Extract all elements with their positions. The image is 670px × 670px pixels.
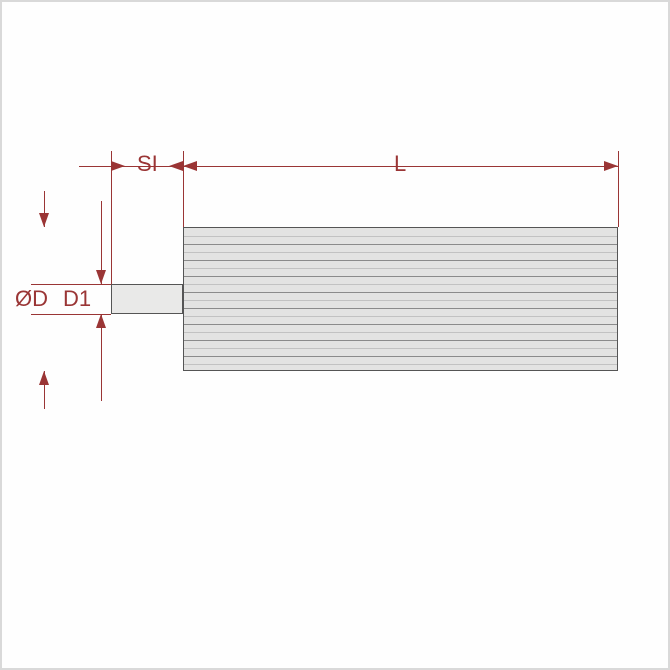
gear-body xyxy=(183,227,618,371)
dim-L-ext-right xyxy=(618,151,619,227)
diagram-canvas: L SI D1 ØD xyxy=(0,0,670,670)
dim-D-arrow-up-icon xyxy=(39,371,49,385)
dim-SI-label: SI xyxy=(137,151,158,177)
shaft-body xyxy=(111,284,183,314)
dim-D1-label: D1 xyxy=(63,286,91,312)
dim-L-label: L xyxy=(394,151,406,177)
dim-L-arrow-right-icon xyxy=(604,161,618,171)
dim-L-arrow-left-icon xyxy=(183,161,197,171)
dim-D1-arrow-down-icon xyxy=(96,270,106,284)
dim-SI-arrow-right-icon xyxy=(111,161,125,171)
dim-SI-arrow-left-outer-icon xyxy=(169,161,183,171)
dim-D-arrow-down-icon xyxy=(39,213,49,227)
dim-D-label: ØD xyxy=(15,286,48,312)
dim-SI-line-outer xyxy=(79,166,111,167)
dim-D1-ext-top xyxy=(31,284,111,285)
dim-D1-arrow-up-icon xyxy=(96,314,106,328)
